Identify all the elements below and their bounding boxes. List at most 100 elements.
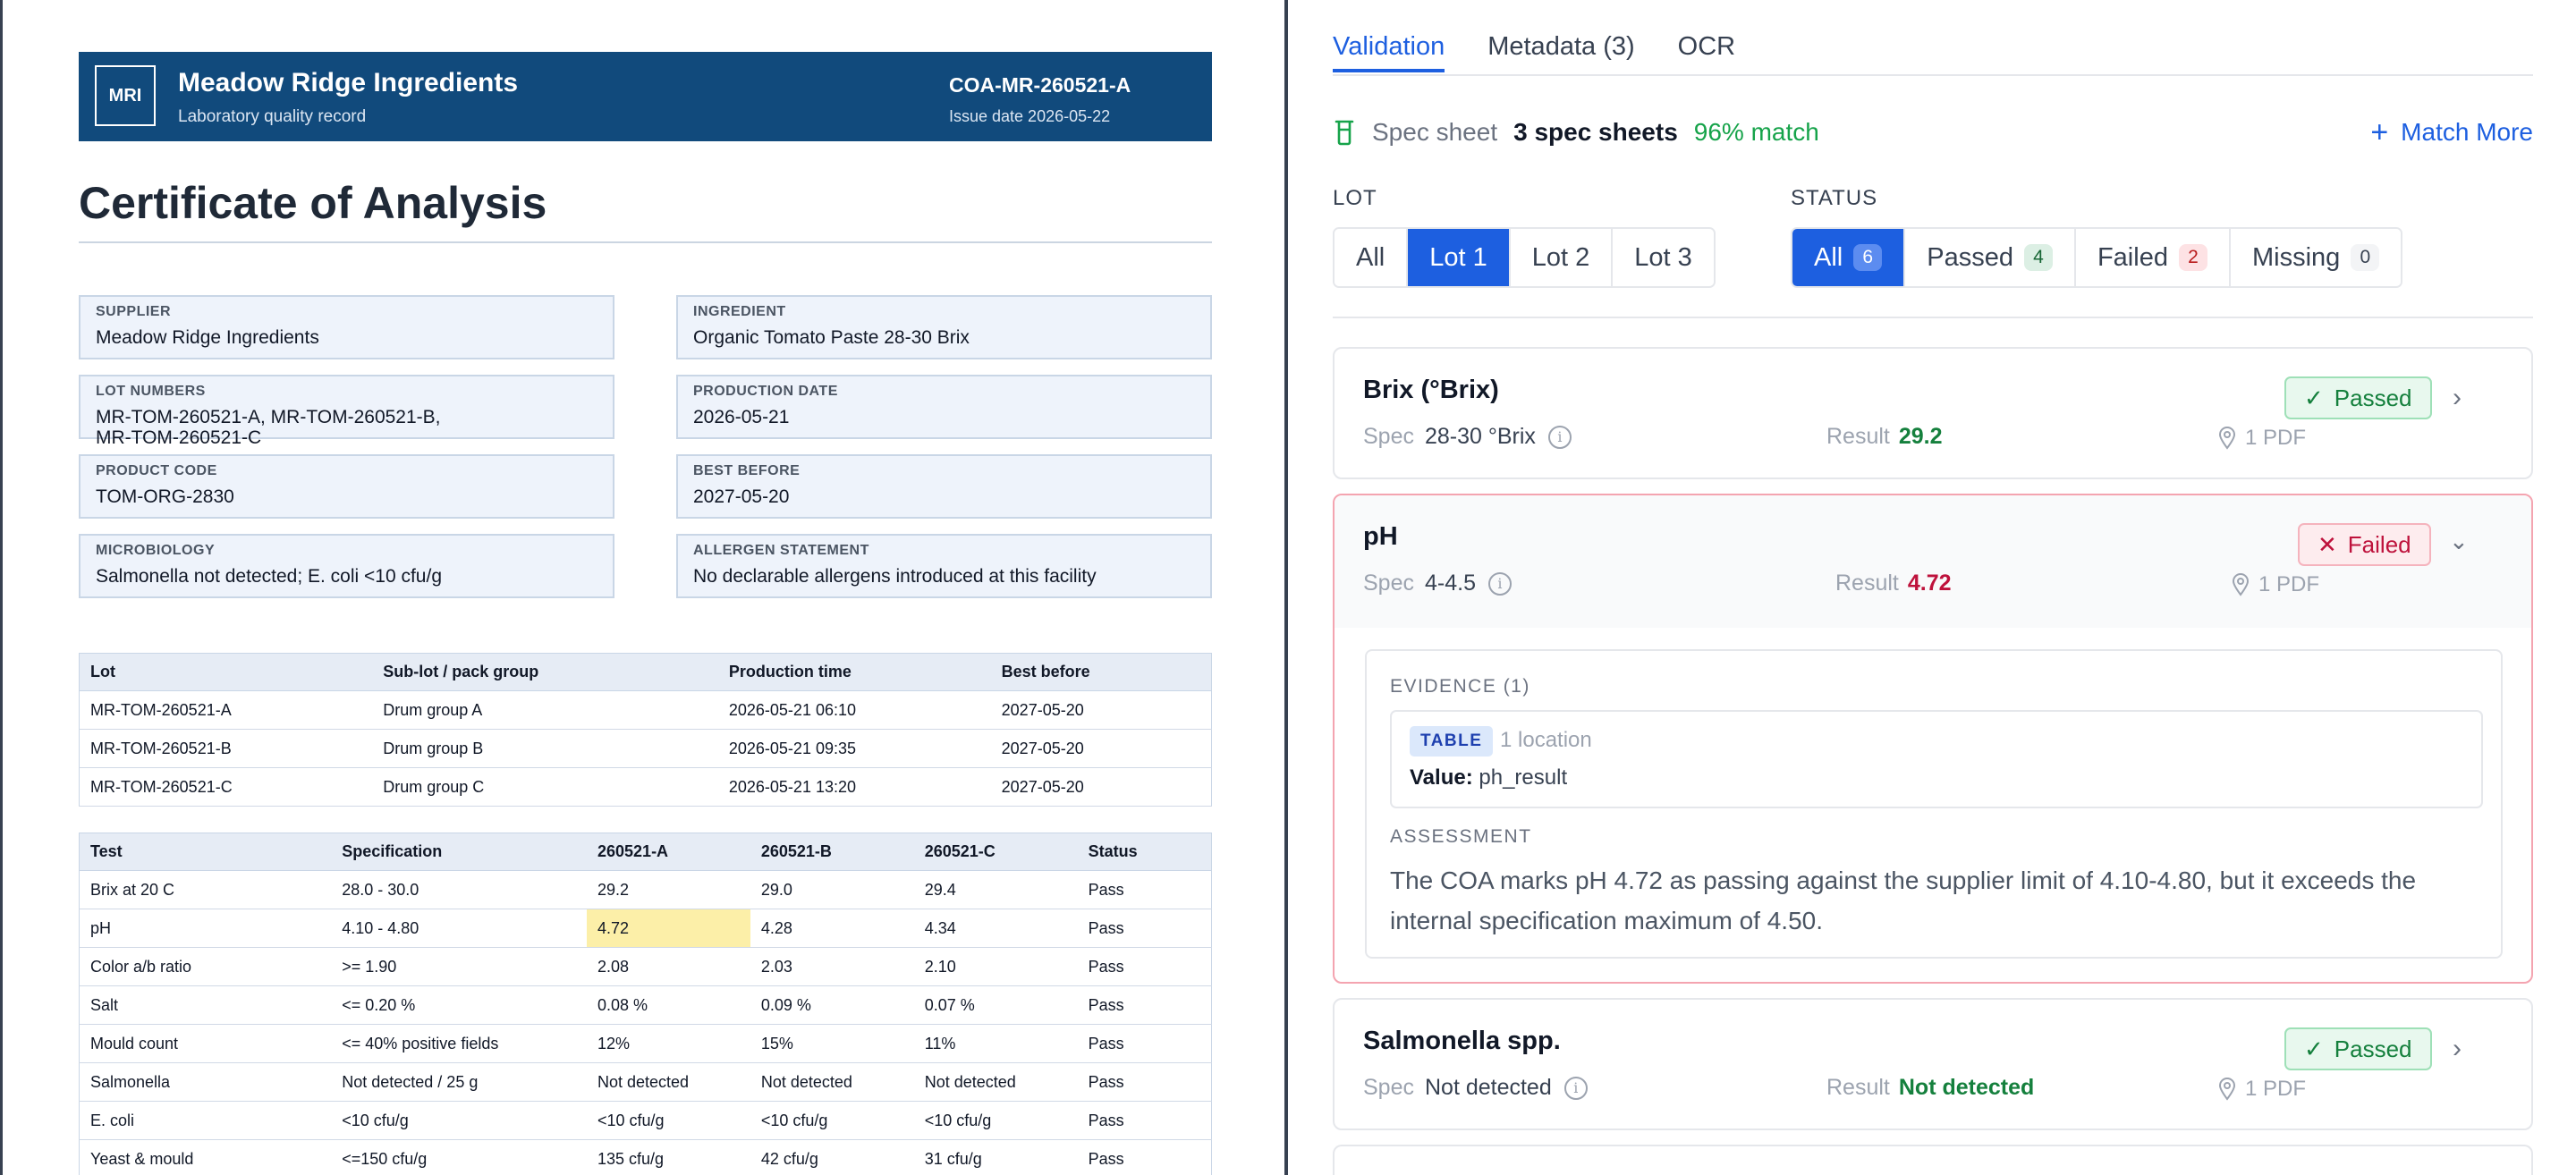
- count-badge: 0: [2351, 244, 2380, 271]
- table-cell: Not detected: [587, 1062, 750, 1102]
- result-label: Result: [1826, 424, 1890, 449]
- tab-validation[interactable]: Validation: [1333, 32, 1445, 72]
- chevron-right-icon[interactable]: ›: [2453, 383, 2462, 412]
- table-cell: 2.10: [913, 947, 1078, 986]
- tab-metadata[interactable]: Metadata (3): [1487, 32, 1635, 61]
- card-title: Brix (°Brix): [1363, 376, 1499, 404]
- table-cell: MR-TOM-260521-C: [79, 767, 373, 807]
- table-row: MR-TOM-260521-B Drum group B 2026-05-21 …: [79, 729, 1212, 768]
- table-row: Color a/b ratio >= 1.90 2.08 2.03 2.10 P…: [79, 947, 1212, 986]
- lot-filter-lot-1[interactable]: Lot 1: [1408, 229, 1511, 286]
- table-row: MR-TOM-260521-A Drum group A 2026-05-21 …: [79, 690, 1212, 730]
- field-label: ALLERGEN STATEMENT: [693, 543, 869, 558]
- table-cell: <= 40% positive fields: [331, 1024, 587, 1063]
- field-value: MR-TOM-260521-A, MR-TOM-260521-B, MR-TOM…: [96, 407, 441, 448]
- column-header: 260521-B: [750, 833, 914, 871]
- chevron-down-icon[interactable]: ⌄: [2449, 528, 2469, 554]
- table-cell: Mould count: [79, 1024, 332, 1063]
- column-header: Production time: [717, 653, 991, 691]
- status-filter-missing[interactable]: Missing 0: [2230, 229, 2402, 286]
- tabs-divider: [1333, 74, 2533, 76]
- field-allergen-statement: ALLERGEN STATEMENT No declarable allerge…: [676, 534, 1212, 598]
- location-pin-icon: [2218, 1078, 2236, 1101]
- result-label: Result: [1835, 571, 1899, 596]
- status-filter-failed[interactable]: Failed 2: [2075, 229, 2231, 286]
- field-ingredient: INGREDIENT Organic Tomato Paste 28-30 Br…: [676, 295, 1212, 359]
- validation-card-next[interactable]: [1333, 1145, 2533, 1175]
- card-result: Result 4.72: [1835, 571, 1952, 596]
- count-badge: 4: [2023, 244, 2053, 271]
- table-row: E. coli <10 cfu/g <10 cfu/g <10 cfu/g <1…: [79, 1101, 1212, 1140]
- status-filter: All 6 Passed 4 Failed 2 Missing 0: [1791, 227, 2403, 288]
- status-filter-passed[interactable]: Passed 4: [1905, 229, 2076, 286]
- lot-table: Lot Sub-lot / pack group Production time…: [79, 653, 1212, 807]
- field-label: INGREDIENT: [693, 304, 786, 319]
- card-spec: Spec 28-30 °Brix i: [1363, 424, 1572, 450]
- table-header-row: Test Specification 260521-A 260521-B 260…: [79, 833, 1212, 871]
- evidence-location: 1 location: [1500, 728, 1592, 752]
- coa-number: COA-MR-260521-A: [949, 73, 1131, 97]
- lot-filter-lot-2[interactable]: Lot 2: [1510, 229, 1614, 286]
- info-icon[interactable]: i: [1487, 571, 1512, 596]
- field-production-date: PRODUCTION DATE 2026-05-21: [676, 375, 1212, 439]
- column-header: 260521-A: [587, 833, 750, 871]
- info-icon[interactable]: i: [1547, 425, 1572, 449]
- check-icon: ✓: [2304, 1035, 2324, 1062]
- table-cell: <10 cfu/g: [331, 1101, 587, 1140]
- lot-filter-lot-3[interactable]: Lot 3: [1613, 229, 1714, 286]
- table-cell: <10 cfu/g: [587, 1101, 750, 1140]
- company-logo: MRI: [95, 65, 156, 126]
- validation-card-ph[interactable]: pH Spec 4-4.5 i Result 4.72 1 PDF ✕ Faile…: [1333, 494, 2533, 984]
- table-cell: 2026-05-21 13:20: [717, 767, 991, 807]
- status-filter-all[interactable]: All 6: [1792, 229, 1906, 286]
- field-value: 2026-05-21: [693, 407, 790, 427]
- pdf-link[interactable]: 1 PDF: [2232, 572, 2319, 597]
- match-more-button[interactable]: + Match More: [2370, 115, 2533, 149]
- validation-panel: Validation Metadata (3) OCR Spec sheet 3…: [1288, 0, 2576, 1175]
- beaker-icon: [1335, 120, 1354, 146]
- card-spec: Spec Not detected i: [1363, 1075, 1588, 1101]
- evidence-value-text: ph_result: [1479, 765, 1568, 790]
- tab-ocr[interactable]: OCR: [1677, 32, 1736, 61]
- card-result: Result 29.2: [1826, 424, 1943, 450]
- pdf-link[interactable]: 1 PDF: [2218, 426, 2306, 451]
- field-value: 2027-05-20: [693, 486, 790, 507]
- table-cell: Pass: [1077, 870, 1212, 909]
- table-cell: Pass: [1077, 1139, 1212, 1175]
- lot-filter-all[interactable]: All: [1335, 229, 1409, 286]
- validation-card-salmonella[interactable]: Salmonella spp. Spec Not detected i Resu…: [1333, 998, 2533, 1130]
- pane-divider[interactable]: [1284, 0, 1288, 1175]
- plus-icon: +: [2370, 115, 2389, 149]
- table-cell: 0.09 %: [750, 985, 914, 1025]
- status-text: Passed: [2334, 384, 2412, 411]
- result-label: Result: [1826, 1075, 1890, 1100]
- highlighted-cell: 4.72: [587, 909, 750, 948]
- field-label: PRODUCT CODE: [96, 463, 217, 478]
- location-pin-icon: [2232, 573, 2250, 596]
- spec-label: Spec: [1363, 571, 1414, 596]
- field-product-code: PRODUCT CODE TOM-ORG-2830: [79, 454, 614, 519]
- table-cell: 4.34: [913, 909, 1078, 948]
- field-value: Meadow Ridge Ingredients: [96, 327, 319, 348]
- status-filter-label-text: Missing: [2251, 242, 2341, 272]
- pdf-link[interactable]: 1 PDF: [2218, 1077, 2306, 1102]
- spec-value: 4-4.5: [1424, 571, 1476, 596]
- field-label: BEST BEFORE: [693, 463, 801, 478]
- table-cell: <=150 cfu/g: [331, 1139, 587, 1175]
- spec-value: Not detected: [1424, 1075, 1552, 1100]
- assessment-text: The COA marks pH 4.72 as passing against…: [1390, 866, 2417, 934]
- evidence-item[interactable]: TABLE 1 location Value: ph_result: [1390, 710, 2483, 808]
- table-cell: 2026-05-21 09:35: [717, 729, 991, 768]
- field-value: Salmonella not detected; E. coli <10 cfu…: [96, 566, 442, 587]
- chevron-right-icon[interactable]: ›: [2453, 1034, 2462, 1063]
- panel-tabs: Validation Metadata (3) OCR: [1333, 32, 1735, 72]
- table-cell: 2.03: [750, 947, 914, 986]
- validation-card-brix[interactable]: Brix (°Brix) Spec 28-30 °Brix i Result 29…: [1333, 347, 2533, 479]
- pdf-count: 1 PDF: [2245, 426, 2307, 450]
- document-viewer[interactable]: MRI Meadow Ridge Ingredients Laboratory …: [0, 0, 1284, 1175]
- info-icon[interactable]: i: [1563, 1076, 1588, 1100]
- table-cell: Drum group B: [372, 729, 718, 768]
- lot-filter-label: LOT: [1333, 186, 1377, 210]
- match-percentage: 96% match: [1693, 118, 1819, 146]
- spec-label: Spec: [1363, 424, 1414, 449]
